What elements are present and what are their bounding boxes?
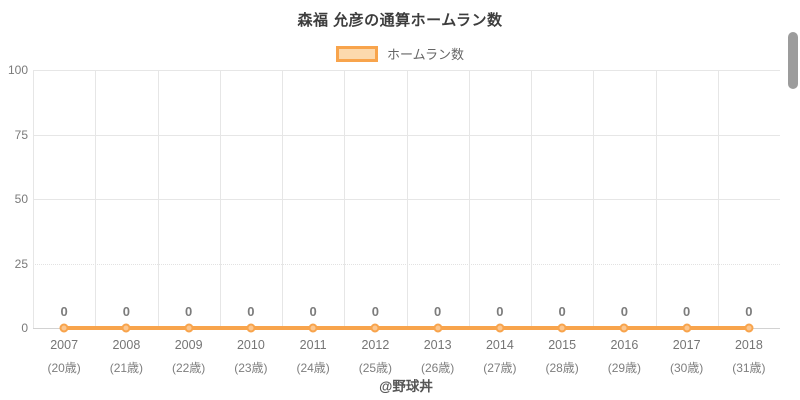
x-gridline <box>655 70 657 328</box>
credit-watermark: @野球丼 <box>379 379 433 394</box>
legend-swatch-icon <box>336 45 379 62</box>
series-line <box>64 326 749 330</box>
x-tick-year: 2013 <box>423 338 452 352</box>
x-axis-tick-label: 2015 (28歳) <box>530 338 594 376</box>
y-axis-tick-label: 0 <box>21 321 28 335</box>
data-point <box>433 323 443 333</box>
data-point-value-label: 0 <box>683 304 691 319</box>
x-tick-year: 2008 <box>112 338 141 352</box>
x-tick-age: (22歳) <box>171 361 206 375</box>
x-gridline <box>282 70 283 328</box>
data-point-value-label: 0 <box>60 304 68 319</box>
scrollbar-thumb[interactable] <box>788 32 798 89</box>
x-gridline <box>717 70 719 328</box>
data-point <box>308 323 318 333</box>
legend-item-homeruns[interactable]: ホームラン数 <box>0 44 800 63</box>
y-axis-tick-label: 75 <box>14 127 28 142</box>
data-point-value-label: 0 <box>620 304 628 319</box>
x-axis-tick-label: 2012 (25歳) <box>343 338 407 376</box>
data-point-value-label: 0 <box>309 304 317 319</box>
x-tick-age: (31歳) <box>732 361 766 375</box>
data-point-value-label: 0 <box>371 304 379 319</box>
x-gridline <box>95 70 97 328</box>
x-tick-year: 2016 <box>610 338 639 352</box>
x-tick-year: 2010 <box>236 338 265 352</box>
x-tick-year: 2012 <box>361 338 390 352</box>
x-gridline <box>33 70 34 328</box>
x-tick-year: 2017 <box>672 338 701 352</box>
x-axis-tick-label: 2014 (27歳) <box>468 338 532 376</box>
x-axis-tick-label: 2008 (21歳) <box>94 338 158 376</box>
data-point <box>682 323 692 333</box>
y-axis-tick-label: 100 <box>7 63 28 77</box>
x-gridline <box>468 70 470 328</box>
x-axis-tick-label: 2018 (31歳) <box>717 338 781 376</box>
x-axis-tick-label: 2011 (24歳) <box>281 338 345 376</box>
x-tick-age: (27歳) <box>483 361 517 375</box>
x-tick-age: (23歳) <box>234 361 268 375</box>
data-point-value-label: 0 <box>185 304 193 319</box>
x-gridline <box>344 70 346 328</box>
data-point <box>59 323 69 333</box>
x-tick-year: 2018 <box>734 338 763 352</box>
x-axis-tick-label: 2013 (26歳) <box>406 338 470 376</box>
legend-label: ホームラン数 <box>387 47 464 62</box>
x-tick-age: (25歳) <box>358 361 393 375</box>
data-point-value-label: 0 <box>122 304 130 319</box>
x-tick-age: (29歳) <box>607 361 642 375</box>
data-point-value-label: 0 <box>558 304 566 319</box>
data-point <box>121 323 131 333</box>
x-gridline <box>157 70 159 328</box>
x-tick-age: (28歳) <box>545 361 579 375</box>
data-point <box>495 323 505 333</box>
x-tick-year: 2007 <box>50 338 79 352</box>
x-gridline <box>531 70 532 328</box>
x-tick-year: 2015 <box>548 338 577 352</box>
x-tick-age: (20歳) <box>47 361 81 375</box>
x-gridline <box>593 70 595 328</box>
x-axis-tick-label: 2009 (22歳) <box>157 338 221 376</box>
x-axis-tick-label: 2010 (23歳) <box>219 338 283 376</box>
data-point-value-label: 0 <box>745 304 753 319</box>
data-point-value-label: 0 <box>496 304 504 319</box>
y-axis-tick-label: 50 <box>14 192 28 206</box>
data-point <box>619 323 629 333</box>
chart-title: 森福 允彦の通算ホームラン数 <box>297 12 503 29</box>
data-point <box>557 323 567 333</box>
x-axis-tick-label: 2016 (29歳) <box>592 338 656 376</box>
data-point <box>370 323 380 333</box>
data-point <box>246 323 256 333</box>
x-axis-tick-label: 2017 (30歳) <box>655 338 719 376</box>
x-tick-year: 2014 <box>485 338 514 352</box>
data-point-value-label: 0 <box>434 304 442 319</box>
x-tick-year: 2011 <box>299 338 327 352</box>
y-axis-tick-label: 25 <box>14 256 28 271</box>
data-point-value-label: 0 <box>247 304 255 319</box>
x-tick-age: (26歳) <box>420 361 455 375</box>
x-gridline <box>219 70 221 328</box>
x-gridline <box>406 70 408 328</box>
x-tick-age: (30歳) <box>669 361 704 375</box>
x-tick-year: 2009 <box>174 338 203 352</box>
data-point <box>184 323 194 333</box>
x-tick-age: (24歳) <box>296 361 330 375</box>
data-point <box>744 323 754 333</box>
x-tick-age: (21歳) <box>109 361 144 375</box>
x-axis-tick-label: 2007 (20歳) <box>32 338 96 376</box>
